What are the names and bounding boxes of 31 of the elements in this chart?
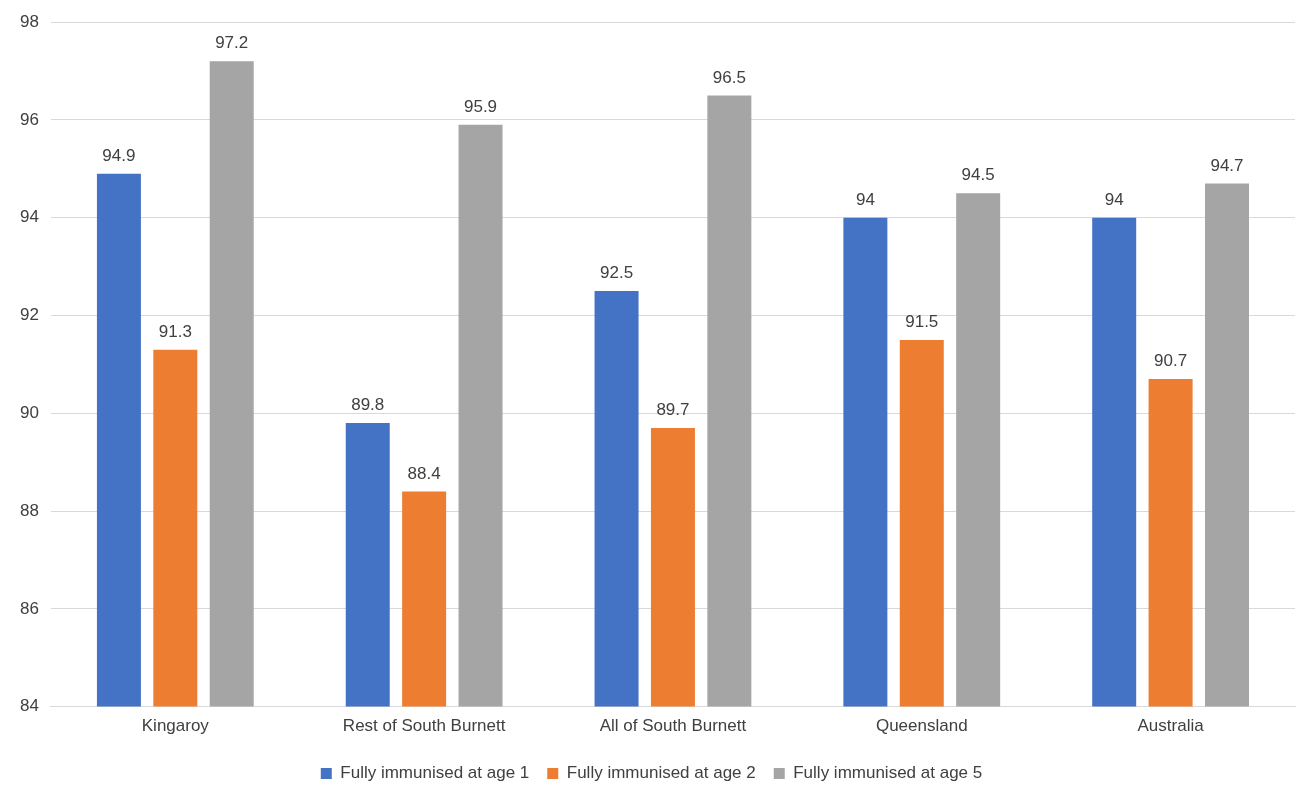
- x-tick-label: Australia: [1137, 716, 1205, 736]
- data-label: 91.5: [905, 312, 939, 332]
- y-tick-label: 98: [19, 11, 39, 31]
- legend-label: Fully immunised at age 2: [566, 763, 756, 783]
- legend-label: Fully immunised at age 5: [793, 763, 983, 783]
- data-label: 89.8: [351, 395, 385, 415]
- data-label: 97.2: [215, 33, 249, 53]
- data-label: 92.5: [600, 263, 634, 283]
- y-tick-label: 84: [19, 696, 39, 716]
- y-tick-label: 96: [19, 109, 39, 129]
- data-label: 89.7: [656, 400, 690, 420]
- y-tick-label: 88: [19, 500, 39, 520]
- data-label: 94.5: [961, 165, 995, 185]
- x-tick-label: Kingaroy: [141, 716, 210, 736]
- x-tick-label: Rest of South Burnett: [342, 716, 506, 736]
- x-tick-label: Queensland: [875, 716, 968, 736]
- legend-label: Fully immunised at age 1: [340, 763, 530, 783]
- data-label: 91.3: [158, 321, 192, 341]
- data-label: 96.5: [712, 67, 746, 87]
- data-label: 94: [855, 189, 875, 209]
- data-label: 95.9: [463, 97, 498, 117]
- data-label: 94.9: [102, 145, 136, 165]
- data-label: 88.4: [407, 463, 441, 483]
- data-label: 94.7: [1210, 155, 1244, 175]
- y-tick-label: 94: [19, 207, 39, 227]
- y-tick-label: 92: [19, 305, 39, 325]
- x-tick-label: All of South Burnett: [599, 716, 747, 736]
- y-tick-label: 86: [19, 598, 39, 618]
- data-label: 90.7: [1154, 351, 1188, 371]
- data-label: 94: [1104, 189, 1124, 209]
- y-tick-label: 90: [19, 402, 39, 422]
